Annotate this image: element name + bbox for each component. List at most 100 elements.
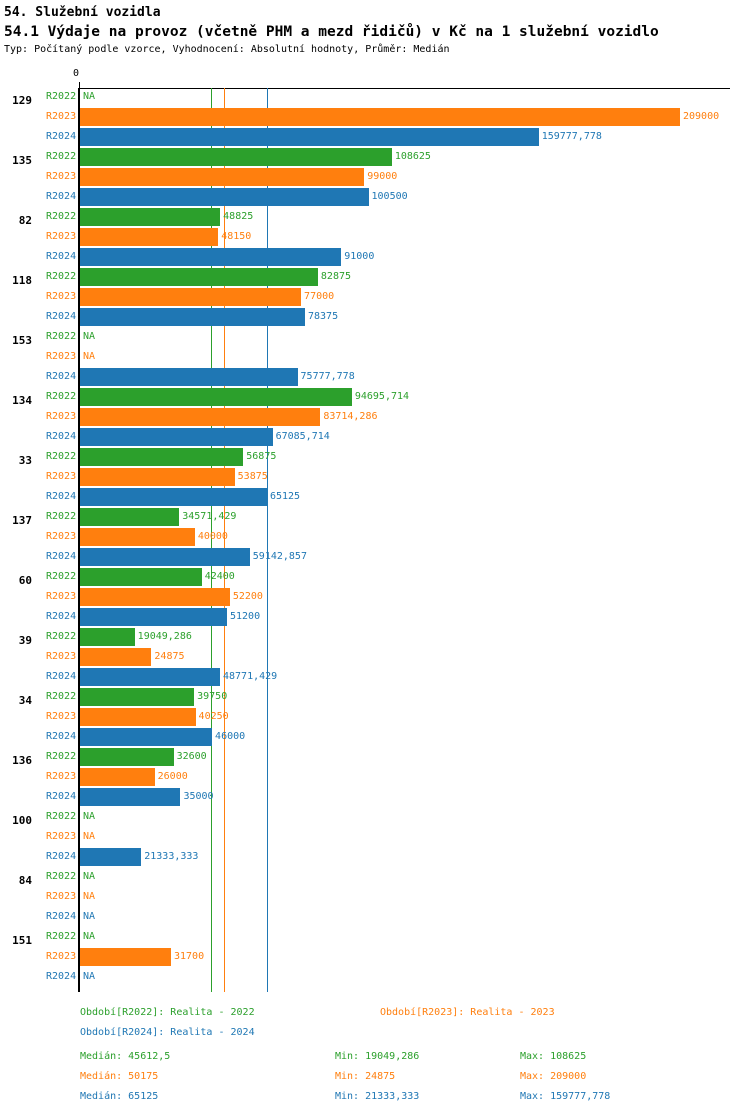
bar-r2023[interactable] (80, 408, 321, 426)
bar-value-label: NA (83, 911, 96, 922)
bar-row: R2022 34571,429 (0, 508, 750, 526)
bar-r2022[interactable] (80, 568, 202, 586)
group-label: 136 (12, 754, 32, 767)
bar-r2022[interactable] (80, 628, 135, 646)
bar-r2022[interactable] (80, 388, 352, 406)
bar-r2023[interactable] (80, 228, 219, 246)
stat-min-r2022: Min: 19049,286 (335, 1051, 420, 1062)
group-label: 151 (12, 934, 32, 947)
bar-r2023[interactable] (80, 468, 235, 486)
chart-plot-area: 0 129 R2022 NA R2023 209000 R2024 159777,778 13… (0, 68, 750, 992)
bar-r2023[interactable] (80, 648, 152, 666)
bar-row: R2023 209000 (0, 108, 750, 126)
bar-r2024[interactable] (80, 728, 213, 746)
bar-row: R2022 39750 (0, 688, 750, 706)
bar-row: R2023 40250 (0, 708, 750, 726)
bar-value-label: 82875 (320, 271, 352, 282)
bar-r2024[interactable] (80, 368, 298, 386)
legend-item-r2024[interactable]: Období[R2024]: Realita - 2024 (80, 1027, 255, 1038)
chart-subtitle: Typ: Počítaný podle vzorce, Vyhodnocení:… (4, 44, 450, 55)
bar-value-label: 65125 (269, 491, 301, 502)
group-label: 39 (18, 634, 32, 647)
series-label-r2024: R2024 (46, 791, 77, 802)
bar-r2024[interactable] (80, 608, 227, 626)
chart-header: 54. Služební vozidla 54.1 Výdaje na prov… (4, 0, 748, 58)
series-label-r2024: R2024 (46, 191, 77, 202)
bar-value-label: 48771,429 (223, 671, 278, 682)
bar-row: R2023 24875 (0, 648, 750, 666)
series-label-r2023: R2023 (46, 771, 77, 782)
bar-row: R2022 NA (0, 808, 750, 826)
series-label-r2023: R2023 (46, 591, 77, 602)
bar-value-label: 32600 (176, 751, 207, 762)
bar-r2024[interactable] (80, 308, 305, 326)
stat-max-r2024: Max: 159777,778 (520, 1091, 611, 1102)
median-line-r2024 (266, 88, 268, 992)
bar-value-label: 75777,778 (300, 371, 355, 382)
bar-value-label: 56875 (246, 451, 277, 462)
group-label: 82 (18, 214, 32, 227)
bar-r2023[interactable] (80, 168, 365, 186)
bar-row: R2022 19049,286 (0, 628, 750, 646)
bar-value-label: 78375 (308, 311, 339, 322)
bar-r2022[interactable] (80, 748, 174, 766)
series-label-r2023: R2023 (46, 111, 77, 122)
bar-r2024[interactable] (80, 128, 539, 146)
group-label: 100 (12, 814, 32, 827)
bar-value-label: 100500 (371, 191, 408, 202)
bar-value-label: NA (83, 931, 96, 942)
bar-r2024[interactable] (80, 548, 250, 566)
bar-row: R2024 21333,333 (0, 848, 750, 866)
bar-r2022[interactable] (80, 268, 318, 286)
series-label-r2023: R2023 (46, 171, 77, 182)
bar-r2024[interactable] (80, 428, 273, 446)
legend-item-r2023[interactable]: Období[R2023]: Realita - 2023 (380, 1007, 555, 1018)
bar-row: R2024 NA (0, 908, 750, 926)
group-label: 84 (18, 874, 32, 887)
bar-group: 136 R2022 32600 R2023 26000 R2024 35000 (0, 748, 750, 808)
bar-r2023[interactable] (80, 768, 155, 786)
series-label-r2024: R2024 (46, 731, 77, 742)
bar-row: R2023 83714,286 (0, 408, 750, 426)
bar-r2024[interactable] (80, 788, 181, 806)
bar-value-label: 209000 (683, 111, 720, 122)
series-label-r2024: R2024 (46, 971, 77, 982)
bar-r2024[interactable] (80, 488, 267, 506)
bar-r2024[interactable] (80, 248, 342, 266)
bar-r2024[interactable] (80, 668, 220, 686)
bar-r2024[interactable] (80, 848, 142, 866)
bar-value-label: 48825 (223, 211, 254, 222)
median-line-r2022 (210, 88, 212, 992)
bar-r2022[interactable] (80, 508, 180, 526)
bar-r2022[interactable] (80, 688, 195, 706)
bar-group: 84 R2022 NA R2023 NA R2024 NA (0, 868, 750, 928)
bar-row: R2024 35000 (0, 788, 750, 806)
bar-row: R2022 NA (0, 328, 750, 346)
legend-item-r2022[interactable]: Období[R2022]: Realita - 2022 (80, 1007, 255, 1018)
bar-value-label: 26000 (157, 771, 188, 782)
series-label-r2024: R2024 (46, 911, 77, 922)
bar-r2022[interactable] (80, 448, 244, 466)
group-label: 60 (18, 574, 32, 587)
bar-group: 118 R2022 82875 R2023 77000 R2024 78375 (0, 268, 750, 328)
series-label-r2023: R2023 (46, 531, 77, 542)
series-label-r2022: R2022 (46, 691, 77, 702)
bar-r2022[interactable] (80, 148, 392, 166)
series-label-r2023: R2023 (46, 831, 77, 842)
bar-row: R2024 75777,778 (0, 368, 750, 386)
bar-r2023[interactable] (80, 948, 171, 966)
bar-row: R2023 77000 (0, 288, 750, 306)
bar-row: R2023 99000 (0, 168, 750, 186)
bar-r2023[interactable] (80, 288, 302, 306)
series-label-r2022: R2022 (46, 871, 77, 882)
stat-median-r2024: Medián: 65125 (80, 1091, 159, 1102)
bar-r2023[interactable] (80, 588, 230, 606)
bar-r2023[interactable] (80, 528, 195, 546)
bar-r2023[interactable] (80, 708, 196, 726)
bar-row: R2024 48771,429 (0, 668, 750, 686)
bar-r2022[interactable] (80, 208, 221, 226)
bar-row: R2023 31700 (0, 948, 750, 966)
bar-r2023[interactable] (80, 108, 680, 126)
bar-group: 151 R2022 NA R2023 31700 R2024 NA (0, 928, 750, 988)
bar-r2024[interactable] (80, 188, 369, 206)
